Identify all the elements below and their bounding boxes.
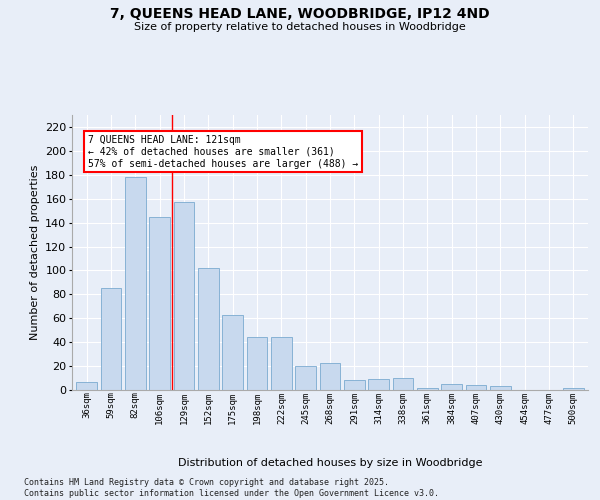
Text: Size of property relative to detached houses in Woodbridge: Size of property relative to detached ho… — [134, 22, 466, 32]
Bar — [271, 338, 292, 390]
Bar — [442, 384, 462, 390]
Bar — [222, 314, 243, 390]
Bar — [563, 388, 584, 390]
Text: 7 QUEENS HEAD LANE: 121sqm
← 42% of detached houses are smaller (361)
57% of sem: 7 QUEENS HEAD LANE: 121sqm ← 42% of deta… — [88, 136, 358, 168]
Bar — [76, 382, 97, 390]
Text: 7, QUEENS HEAD LANE, WOODBRIDGE, IP12 4ND: 7, QUEENS HEAD LANE, WOODBRIDGE, IP12 4N… — [110, 8, 490, 22]
Bar — [320, 362, 340, 390]
Bar — [173, 202, 194, 390]
Bar — [344, 380, 365, 390]
Bar — [149, 216, 170, 390]
Bar — [125, 177, 146, 390]
Text: Contains HM Land Registry data © Crown copyright and database right 2025.
Contai: Contains HM Land Registry data © Crown c… — [24, 478, 439, 498]
Bar — [392, 378, 413, 390]
Bar — [368, 379, 389, 390]
Bar — [198, 268, 218, 390]
Y-axis label: Number of detached properties: Number of detached properties — [29, 165, 40, 340]
Bar — [247, 338, 268, 390]
Bar — [295, 366, 316, 390]
Bar — [101, 288, 121, 390]
Bar — [490, 386, 511, 390]
Bar — [417, 388, 438, 390]
Bar — [466, 385, 487, 390]
Text: Distribution of detached houses by size in Woodbridge: Distribution of detached houses by size … — [178, 458, 482, 468]
